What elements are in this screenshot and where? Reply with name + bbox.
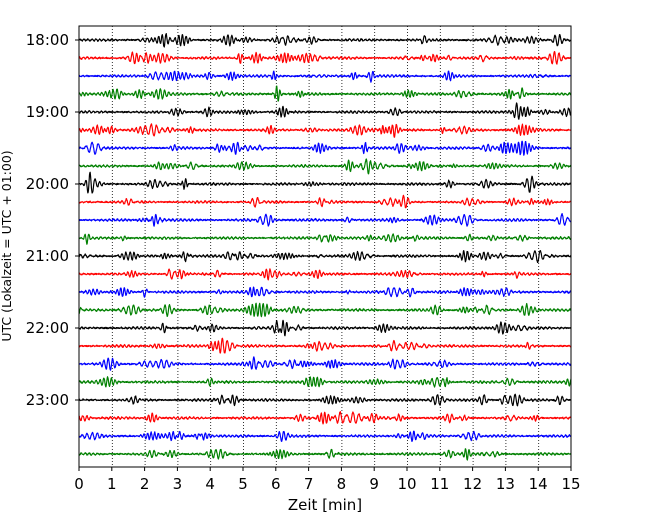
trace-1900	[78, 102, 572, 120]
x-tick-label: 15	[561, 475, 580, 493]
trace-2330	[78, 430, 572, 443]
trace-2200	[78, 319, 572, 337]
trace-2315	[78, 411, 572, 425]
trace-2100	[78, 250, 572, 264]
x-tick-label: 6	[271, 475, 281, 493]
trace-2130	[78, 286, 572, 298]
trace-1815	[78, 50, 572, 65]
x-tick-label: 8	[337, 475, 347, 493]
x-tick-label: 4	[205, 475, 215, 493]
x-tick-label: 11	[430, 475, 449, 493]
trace-1830	[78, 70, 572, 83]
trace-1930	[78, 140, 572, 156]
x-axis-label: Zeit [min]	[288, 496, 362, 514]
x-tick-label: 14	[529, 475, 548, 493]
y-tick-label: 22:00	[26, 319, 69, 337]
x-tick-label: 12	[463, 475, 482, 493]
seismic-traces	[78, 33, 572, 461]
trace-2045	[78, 233, 572, 245]
x-axis-ticks: 0 1 2 3 4 5 6 7 8 9 10 11 12 13 14 15	[74, 467, 581, 493]
y-tick-label: 21:00	[26, 247, 69, 265]
x-tick-label: 3	[173, 475, 183, 493]
trace-2345	[78, 448, 572, 461]
trace-2300	[78, 393, 572, 407]
y-tick-label: 23:00	[26, 391, 69, 409]
x-tick-label: 13	[496, 475, 515, 493]
x-tick-label: 5	[238, 475, 248, 493]
trace-2000	[78, 171, 572, 194]
trace-1800	[78, 33, 572, 48]
x-tick-label: 1	[107, 475, 117, 493]
trace-2230	[78, 356, 572, 371]
y-tick-label: 20:00	[26, 175, 69, 193]
x-tick-label: 9	[369, 475, 379, 493]
trace-2215	[78, 337, 572, 354]
trace-2015	[78, 194, 572, 209]
trace-2145	[78, 302, 572, 318]
trace-2115	[78, 268, 572, 281]
y-tick-label: 18:00	[26, 31, 69, 49]
y-axis-ticks: 18:00 19:00 20:00 21:00 22:00 23:00	[26, 31, 79, 409]
x-tick-label: 10	[397, 475, 416, 493]
trace-1845	[78, 85, 572, 102]
x-tick-label: 2	[140, 475, 150, 493]
trace-1945	[78, 158, 572, 175]
y-tick-label: 19:00	[26, 103, 69, 121]
y-axis-label: UTC (Lokalzeit = UTC + 01:00)	[0, 150, 14, 341]
trace-2245	[78, 376, 572, 388]
trace-2030	[78, 212, 572, 227]
x-tick-label: 7	[304, 475, 314, 493]
trace-1915	[78, 123, 572, 138]
x-tick-label: 0	[74, 475, 84, 493]
plot-frame	[78, 25, 572, 468]
